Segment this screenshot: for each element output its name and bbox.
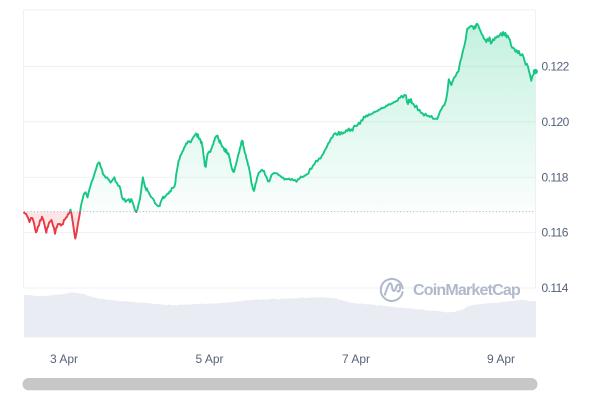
svg-text:0.116: 0.116 bbox=[542, 226, 569, 240]
svg-text:0.114: 0.114 bbox=[542, 281, 569, 295]
svg-text:5 Apr: 5 Apr bbox=[195, 352, 223, 366]
svg-text:7 Apr: 7 Apr bbox=[342, 352, 370, 366]
svg-text:CoinMarketCap: CoinMarketCap bbox=[413, 282, 521, 299]
svg-text:3 Apr: 3 Apr bbox=[50, 352, 78, 366]
svg-text:0.122: 0.122 bbox=[542, 60, 570, 74]
svg-text:0.120: 0.120 bbox=[542, 115, 570, 129]
svg-text:9 Apr: 9 Apr bbox=[487, 352, 515, 366]
svg-text:0.118: 0.118 bbox=[542, 170, 569, 184]
